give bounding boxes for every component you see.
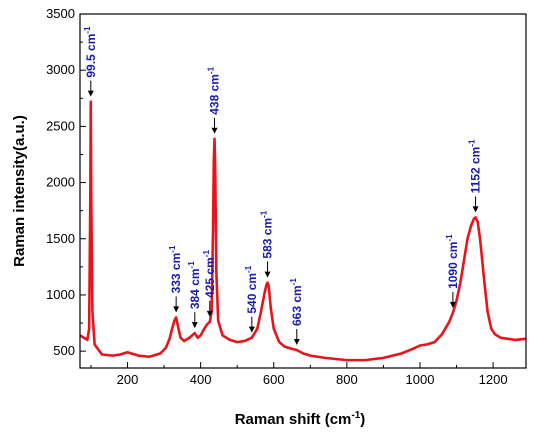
- peak-arrow-head-9: [472, 206, 479, 213]
- peak-arrow-head-1: [173, 306, 180, 313]
- peak-label-5: 540 cm-1: [244, 265, 259, 313]
- peak-label-text-7: 663 cm: [290, 285, 304, 326]
- peak-label-2: 384 cm-1: [187, 261, 202, 309]
- peak-label-sup-0: -1: [83, 26, 92, 34]
- y-tick-label-3000: 3000: [46, 62, 75, 77]
- peak-arrow-head-2: [191, 322, 198, 329]
- peak-label-text-0: 99.5 cm: [84, 34, 98, 78]
- x-axis-title-sup: -1: [351, 410, 360, 421]
- y-axis-title: Raman intensity(a.u.): [11, 115, 28, 267]
- x-axis-title: Raman shift (cm-1): [235, 410, 366, 428]
- y-tick-label-1500: 1500: [46, 231, 75, 246]
- plot-area: [79, 100, 527, 362]
- x-tick-label-400: 400: [190, 372, 212, 387]
- y-tick-label-1000: 1000: [46, 287, 75, 302]
- peak-label-sup-8: -1: [445, 234, 454, 242]
- peak-label-sup-5: -1: [244, 265, 253, 273]
- peak-label-text-4: 438 cm: [208, 74, 222, 115]
- x-tick-label-1000: 1000: [406, 372, 435, 387]
- x-axis-title-main: Raman shift (cm: [235, 411, 352, 428]
- peak-arrow-head-3: [206, 310, 213, 317]
- peak-label-text-3: 425 cm: [203, 257, 217, 298]
- x-tick-label-1200: 1200: [479, 372, 508, 387]
- x-tick-label-800: 800: [336, 372, 358, 387]
- peak-label-text-5: 540 cm: [245, 273, 259, 314]
- x-tick-label-600: 600: [263, 372, 285, 387]
- peak-arrow-head-7: [293, 339, 300, 346]
- y-tick-label-2500: 2500: [46, 118, 75, 133]
- plot-frame: [79, 13, 527, 369]
- peak-label-text-9: 1152 cm: [469, 147, 483, 194]
- peak-label-sup-3: -1: [202, 250, 211, 258]
- y-tick-label-2000: 2000: [46, 175, 75, 190]
- peak-label-sup-7: -1: [289, 278, 298, 286]
- peak-label-sup-2: -1: [187, 261, 196, 269]
- peak-arrow-head-8: [449, 301, 456, 308]
- peak-label-sup-4: -1: [207, 66, 216, 74]
- peak-label-7: 663 cm-1: [289, 278, 304, 326]
- peak-label-4: 438 cm-1: [207, 66, 222, 114]
- peak-label-sup-1: -1: [168, 245, 177, 253]
- peak-arrow-head-5: [248, 326, 255, 333]
- x-tick-label-200: 200: [117, 372, 139, 387]
- peak-arrow-head-4: [211, 127, 218, 134]
- peak-label-text-6: 583 cm: [261, 218, 275, 259]
- series-line-0: [79, 100, 527, 362]
- peak-label-0: 99.5 cm-1: [83, 26, 98, 78]
- peak-label-sup-6: -1: [260, 210, 269, 218]
- peak-label-text-1: 333 cm: [169, 253, 183, 294]
- peak-label-6: 583 cm-1: [260, 210, 275, 258]
- peak-arrow-head-0: [87, 90, 94, 97]
- peak-label-text-2: 384 cm: [188, 268, 202, 309]
- axes: 200 400 600 800 1000 1200 500 1000 1500 2000 2500 3…: [46, 6, 527, 387]
- peak-label-1: 333 cm-1: [168, 245, 183, 293]
- peak-label-text-8: 1090 cm: [446, 242, 460, 289]
- peak-label-sup-9: -1: [468, 139, 477, 147]
- y-tick-label-3500: 3500: [46, 6, 75, 21]
- peak-label-3: 425 cm-1: [202, 250, 217, 298]
- x-axis-title-tail: ): [360, 411, 365, 428]
- y-tick-label-500: 500: [53, 343, 75, 358]
- peak-label-8: 1090 cm-1: [445, 234, 460, 289]
- peak-label-9: 1152 cm-1: [468, 139, 483, 193]
- peak-arrow-head-6: [264, 271, 271, 278]
